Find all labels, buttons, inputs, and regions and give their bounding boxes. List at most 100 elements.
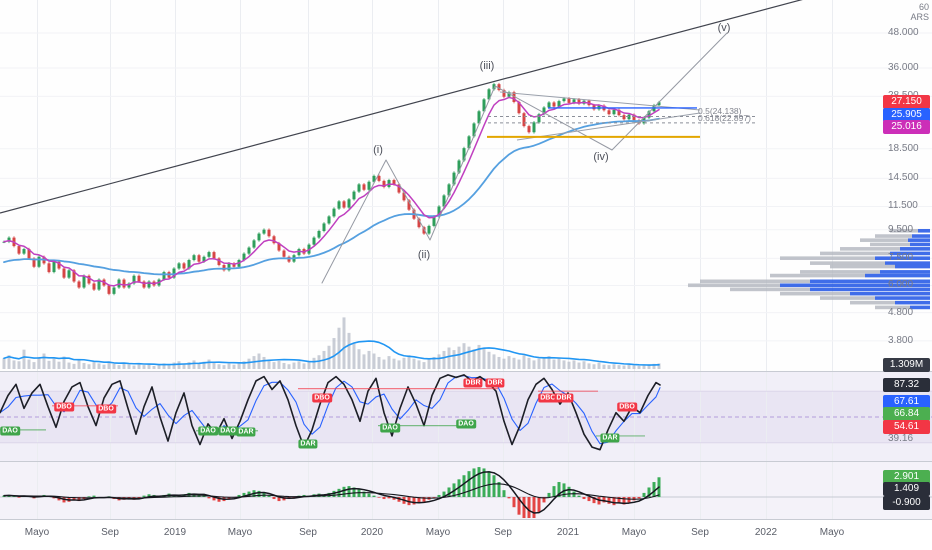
volume-bar [542, 356, 546, 369]
volume-bar [37, 356, 41, 369]
volume-bar [657, 363, 661, 369]
price-tick-label: 11.500 [888, 200, 918, 212]
macd-histogram-bar [612, 497, 616, 506]
candle-body [507, 92, 511, 97]
volume-bar [602, 364, 606, 369]
volume-bar [577, 362, 581, 369]
macd-histogram-bar [277, 497, 281, 502]
candle-body [97, 279, 101, 290]
stoch-value-badge: 54.61 [883, 419, 930, 434]
wedge-line [499, 91, 701, 111]
macd-histogram-bar [192, 493, 196, 497]
candle-body [422, 227, 426, 234]
volume-profile-bar [820, 251, 890, 256]
macd-histogram-bar [482, 468, 486, 497]
volume-profile-bar [810, 261, 885, 265]
macd-histogram-bar [422, 497, 426, 502]
macd-histogram-bar [52, 497, 56, 499]
volume-bar [422, 362, 426, 369]
volume-profile-bar [780, 291, 850, 296]
volume-bar [47, 360, 51, 369]
price-tick-label: 6.000 [888, 279, 914, 291]
candle-body [262, 229, 266, 234]
volume-bar [332, 338, 336, 369]
volume-profile-value-bar [900, 247, 930, 251]
currency-code: ARS [910, 12, 929, 22]
volume-profile-value-bar [850, 291, 930, 296]
macd-histogram-bar [242, 492, 246, 497]
volume-bar [52, 358, 56, 369]
volume-bar [552, 359, 556, 369]
volume-bar [132, 365, 136, 369]
volume-bar [32, 362, 36, 369]
macd-histogram-bar [477, 467, 481, 497]
volume-bar [62, 356, 66, 369]
macd-histogram-bar [372, 495, 376, 497]
candle-body [417, 218, 421, 228]
macd-histogram-bar [412, 497, 416, 505]
candle-body [397, 184, 401, 193]
volume-profile-value-bar [918, 228, 930, 233]
volume-bar [502, 358, 506, 369]
candle-body [442, 195, 446, 207]
volume-bar [342, 317, 346, 369]
macd-histogram-bar [472, 468, 476, 497]
macd-histogram-bar [582, 497, 586, 500]
volume-bar [607, 365, 611, 369]
volume-profile-value-bar [885, 261, 930, 265]
candle-body [52, 261, 56, 273]
candle-body [142, 281, 146, 288]
volume-bar [272, 362, 276, 369]
price-tick-label: 4.800 [888, 306, 914, 318]
candle-body [187, 260, 191, 269]
macd-pane-bg [0, 462, 932, 520]
macd-histogram-bar [447, 487, 451, 497]
candle-body [267, 229, 271, 237]
volume-bar [437, 354, 441, 369]
candle-body [127, 283, 131, 288]
candle-body [342, 201, 346, 208]
macd-histogram-bar [237, 494, 241, 497]
ma-slow-value-badge: 25.905 [883, 107, 930, 122]
time-axis-bg [0, 520, 932, 550]
volume-value-badge: 1.309M [883, 358, 930, 372]
candle-body [337, 201, 341, 209]
volume-bar [267, 360, 271, 369]
volume-profile-value-bar [810, 279, 930, 284]
candle-body [317, 230, 321, 238]
candle-body [452, 172, 456, 185]
candle-body [77, 281, 81, 288]
candle-body [497, 84, 501, 91]
candle-body [437, 206, 441, 217]
volume-bar [302, 363, 306, 369]
stoch-value-badge: 67.61 [883, 394, 930, 409]
candle-body [207, 252, 211, 257]
volume-bar [417, 360, 421, 369]
candle-body [232, 263, 236, 267]
volume-profile-value-bar [912, 234, 930, 238]
volume-bar [77, 359, 81, 369]
volume-bar [7, 355, 11, 369]
volume-bar [357, 349, 361, 369]
volume-bar [102, 364, 106, 369]
price-axis[interactable]: 48.00036.00028.50018.50014.50011.5009.50… [882, 0, 932, 550]
volume-bar [487, 351, 491, 369]
volume-bar [72, 363, 76, 369]
macd-histogram-bar [527, 497, 531, 518]
candle-body [257, 233, 261, 241]
candle-body [252, 240, 256, 248]
macd-histogram-bar [507, 497, 511, 499]
macd-histogram-bar [367, 493, 371, 497]
candle-body [162, 272, 166, 280]
macd-histogram-bar [537, 497, 541, 512]
macd-histogram-bar [587, 497, 591, 502]
volume-bar [97, 363, 101, 369]
time-axis[interactable]: Mayo Sep 2019 Mayo Sep 2020 Mayo Sep 2021 Mayo Sep… [0, 520, 882, 550]
volume-bar [497, 356, 501, 369]
candle-body [557, 101, 561, 107]
volume-bar [362, 354, 366, 369]
volume-bar [167, 365, 171, 369]
macd-histogram-bar [547, 492, 551, 497]
candle-body [552, 102, 556, 107]
